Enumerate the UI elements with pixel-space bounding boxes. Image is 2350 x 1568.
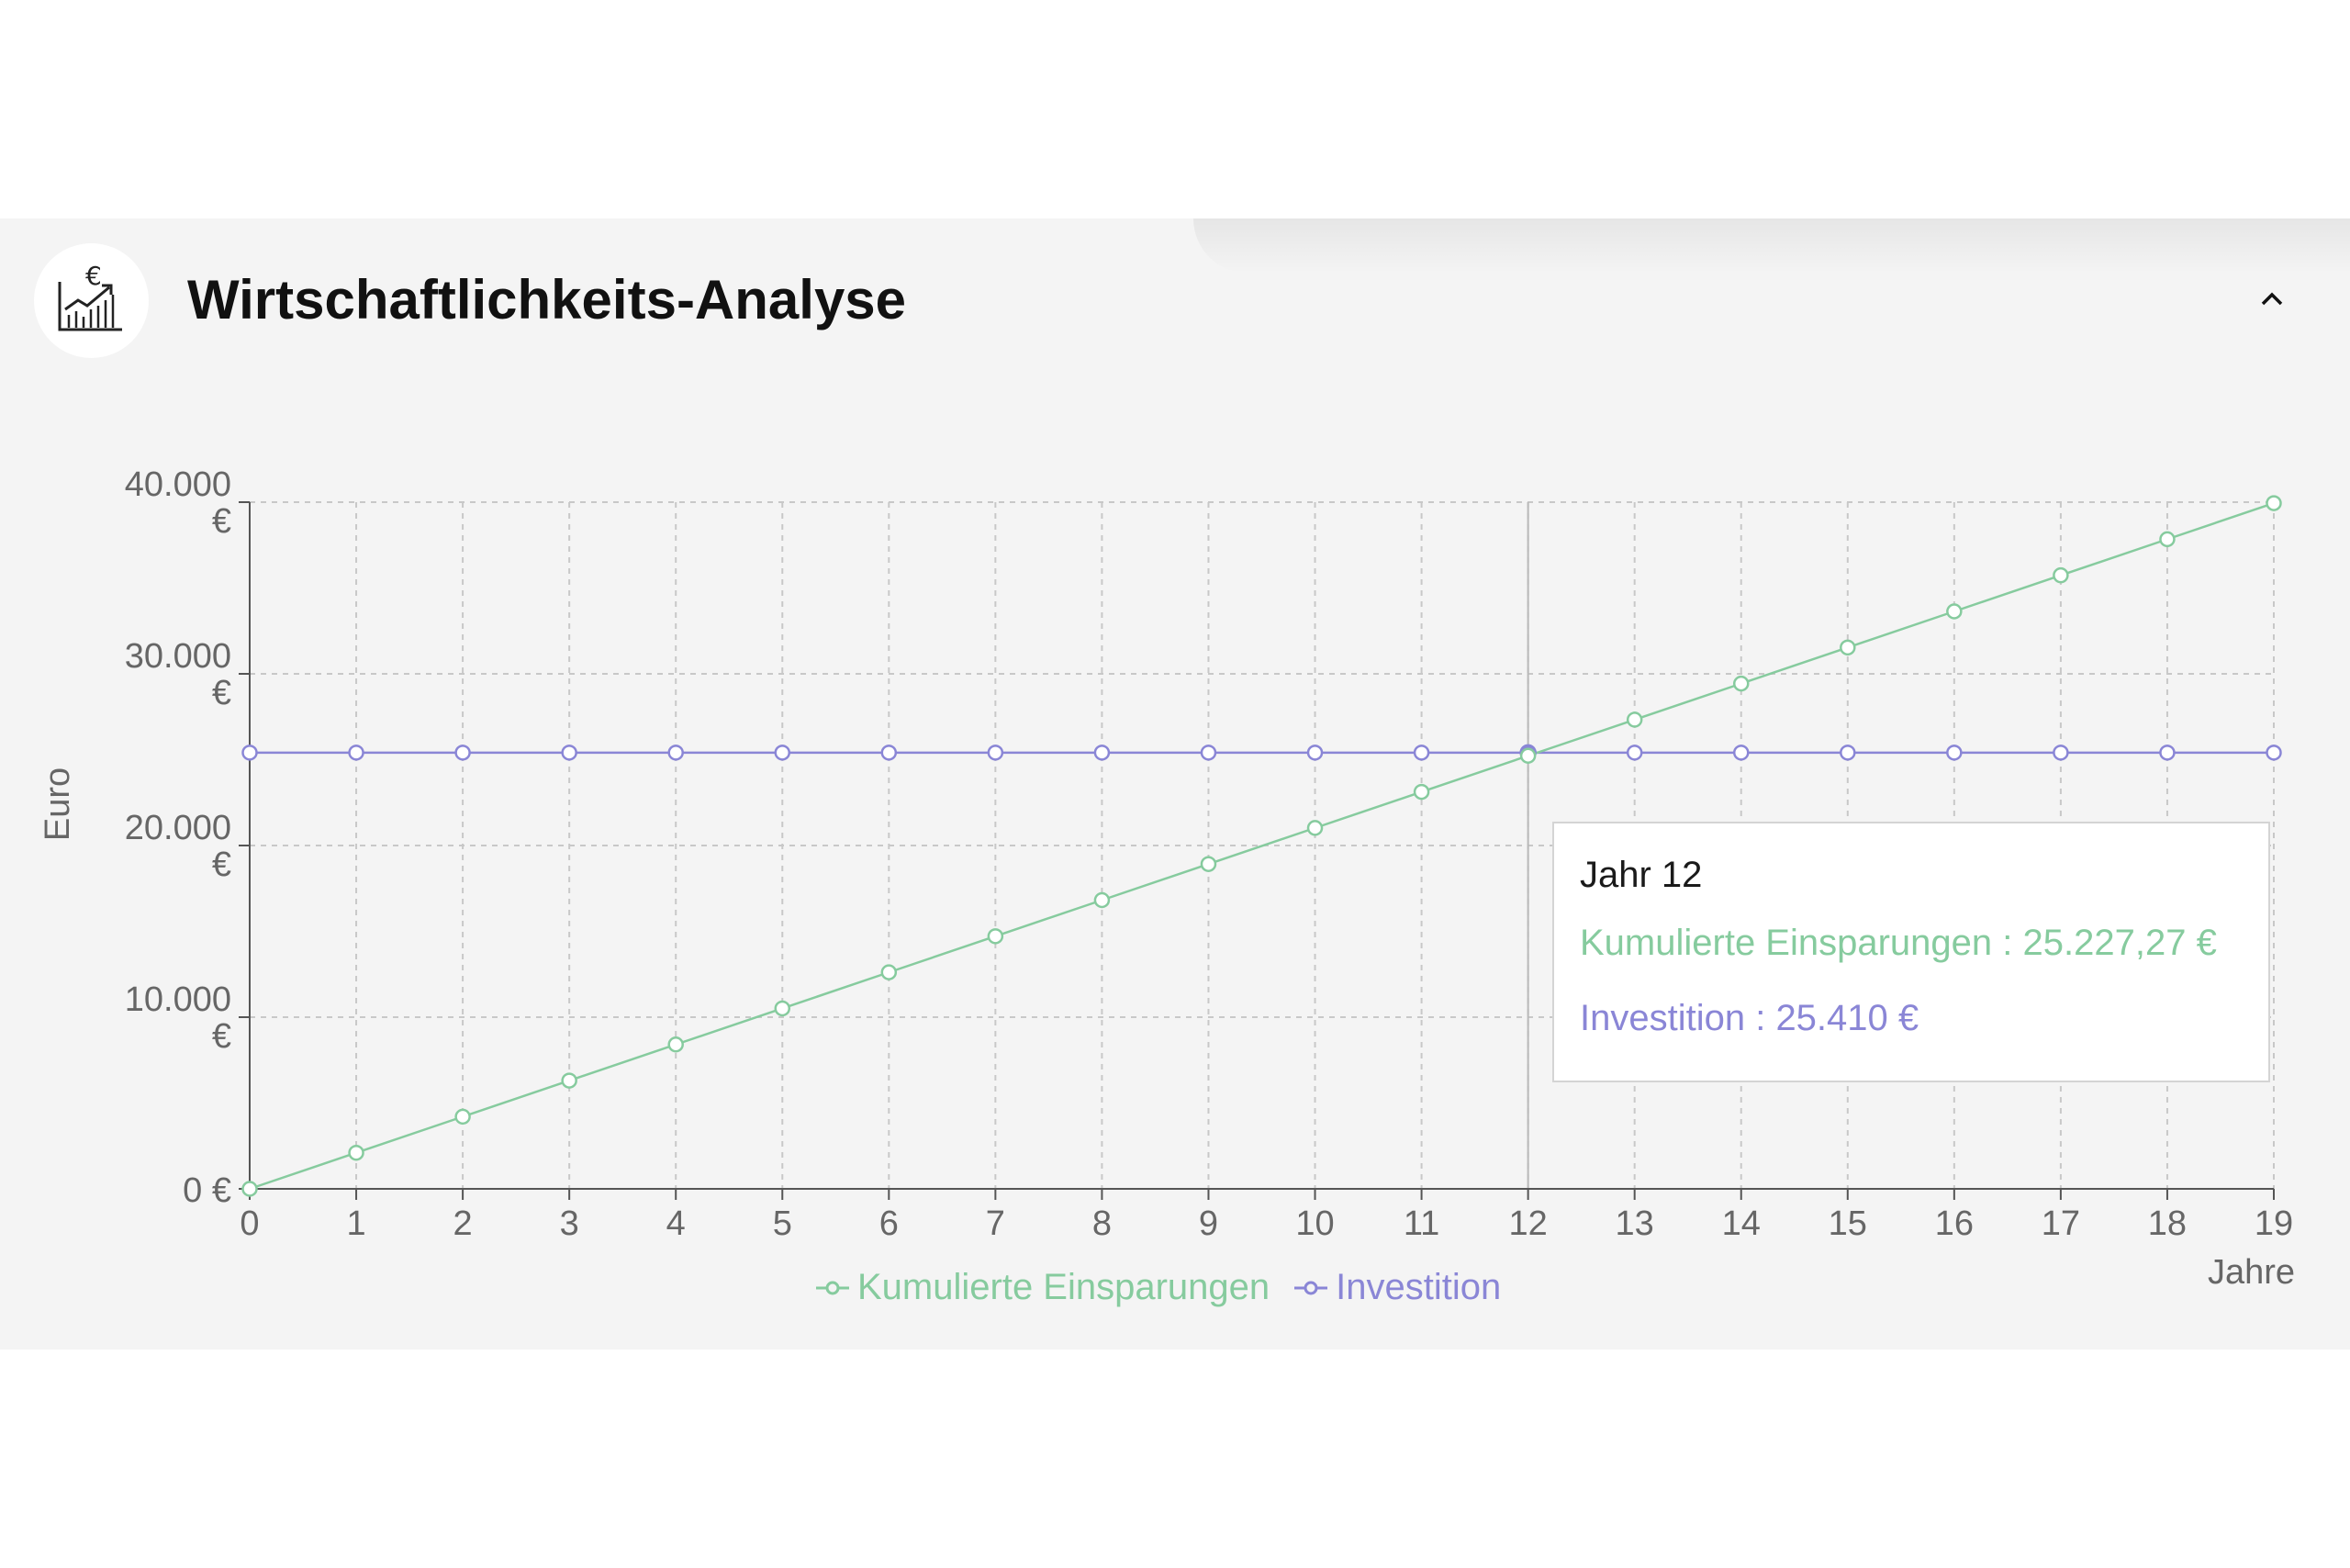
data-point-investment	[1840, 745, 1856, 761]
series-line-savings	[249, 501, 2275, 1191]
data-point-savings	[987, 928, 1004, 945]
data-point-savings	[1946, 603, 1963, 620]
data-point-savings	[1413, 783, 1430, 801]
data-point-investment	[1946, 745, 1963, 761]
y-axis-title: Euro	[39, 767, 77, 841]
x-tick-label: 13	[1616, 1204, 1654, 1243]
x-tick-label: 2	[453, 1204, 473, 1243]
chevron-up-icon	[2261, 292, 2283, 306]
legend-investment-marker-icon	[1294, 1281, 1328, 1294]
data-point-investment	[348, 745, 364, 761]
data-point-investment	[561, 745, 577, 761]
x-tick-label: 12	[1508, 1204, 1547, 1243]
data-point-investment	[2266, 745, 2282, 761]
y-tick-label: 0 €	[183, 1171, 231, 1210]
y-tick-label-unit: €	[212, 846, 231, 884]
x-tick-label: 18	[2148, 1204, 2187, 1243]
y-tick-label: 30.000	[125, 637, 231, 676]
data-point-investment	[2159, 745, 2176, 761]
data-point-investment	[1093, 745, 1111, 761]
data-point-savings	[2266, 495, 2282, 511]
data-point-investment	[880, 745, 898, 761]
y-tick-label: 20.000	[125, 809, 231, 847]
analysis-panel	[0, 218, 2350, 1350]
y-tick-label: 40.000	[125, 465, 231, 504]
y-tick-label: 10.000	[125, 980, 231, 1019]
data-point-investment	[2053, 745, 2069, 761]
legend-label-savings: Kumulierte Einsparungen	[857, 1267, 1270, 1307]
x-axis-title: Jahre	[2208, 1253, 2295, 1292]
x-tick-label: 16	[1935, 1204, 1974, 1243]
data-point-savings	[2053, 566, 2069, 584]
x-tick-label: 7	[986, 1204, 1005, 1243]
y-tick-label-unit: €	[212, 674, 231, 712]
data-point-savings	[1093, 891, 1111, 909]
legend-item-investment[interactable]: Investition	[1293, 1267, 1501, 1308]
x-tick-label: 1	[346, 1204, 365, 1243]
page-title: Wirtschaftlichkeits-Analyse	[187, 269, 907, 330]
x-tick-label: 0	[240, 1204, 259, 1243]
data-point-savings	[1732, 675, 1750, 692]
y-tick-label-unit: €	[212, 1017, 231, 1056]
legend-label-investment: Investition	[1336, 1267, 1502, 1307]
data-point-savings	[774, 1000, 791, 1017]
data-point-savings	[2159, 531, 2176, 548]
data-point-savings	[1626, 711, 1643, 728]
x-tick-label: 6	[879, 1204, 899, 1243]
x-tick-label: 19	[2255, 1204, 2293, 1243]
data-point-investment	[667, 745, 684, 761]
data-point-investment	[987, 745, 1004, 761]
x-tick-label: 11	[1404, 1204, 1439, 1243]
tooltip-savings-value: Kumulierte Einsparungen : 25.227,27 €	[1580, 923, 2217, 963]
data-point-investment	[1626, 745, 1643, 761]
data-point-investment	[1413, 745, 1430, 761]
y-tick-label-unit: €	[212, 502, 231, 541]
x-tick-label: 5	[773, 1204, 792, 1243]
x-tick-label: 8	[1092, 1204, 1112, 1243]
legend-savings-marker-icon	[816, 1281, 849, 1294]
data-point-savings	[1840, 639, 1856, 656]
tooltip-investment-value: Investition : 25.410 €	[1580, 998, 1919, 1038]
x-tick-label: 14	[1722, 1204, 1761, 1243]
x-tick-label: 17	[2042, 1204, 2080, 1243]
data-point-savings	[241, 1181, 258, 1197]
svg-text:€: €	[85, 261, 102, 291]
data-point-investment	[1732, 745, 1750, 761]
tooltip-title: Jahr 12	[1580, 855, 1703, 895]
x-tick-label: 10	[1295, 1204, 1334, 1243]
data-point-savings	[454, 1108, 471, 1126]
legend-item-savings[interactable]: Kumulierte Einsparungen	[815, 1267, 1270, 1308]
chart-legend: Kumulierte Einsparungen Investition	[815, 1267, 1525, 1308]
data-point-investment	[454, 745, 471, 761]
data-point-savings	[880, 964, 898, 980]
x-tick-label: 3	[560, 1204, 579, 1243]
chart-tooltip: Jahr 12 Kumulierte Einsparungen : 25.227…	[1552, 822, 2270, 1082]
data-point-savings	[348, 1144, 364, 1161]
x-tick-label: 4	[666, 1204, 686, 1243]
x-tick-label: 15	[1829, 1204, 1867, 1243]
panel-shadow	[1193, 218, 2350, 274]
data-point-savings	[667, 1036, 684, 1053]
data-point-savings	[1306, 820, 1324, 836]
data-point-investment	[241, 745, 258, 761]
data-point-savings	[1519, 747, 1537, 765]
data-point-investment	[1200, 745, 1217, 761]
x-tick-label: 9	[1199, 1204, 1218, 1243]
data-point-savings	[561, 1072, 577, 1089]
data-point-investment	[1306, 745, 1324, 761]
collapse-button[interactable]	[2249, 275, 2295, 321]
data-point-investment	[774, 745, 791, 761]
data-point-savings	[1200, 856, 1217, 872]
chart-euro-icon: €	[34, 243, 149, 358]
